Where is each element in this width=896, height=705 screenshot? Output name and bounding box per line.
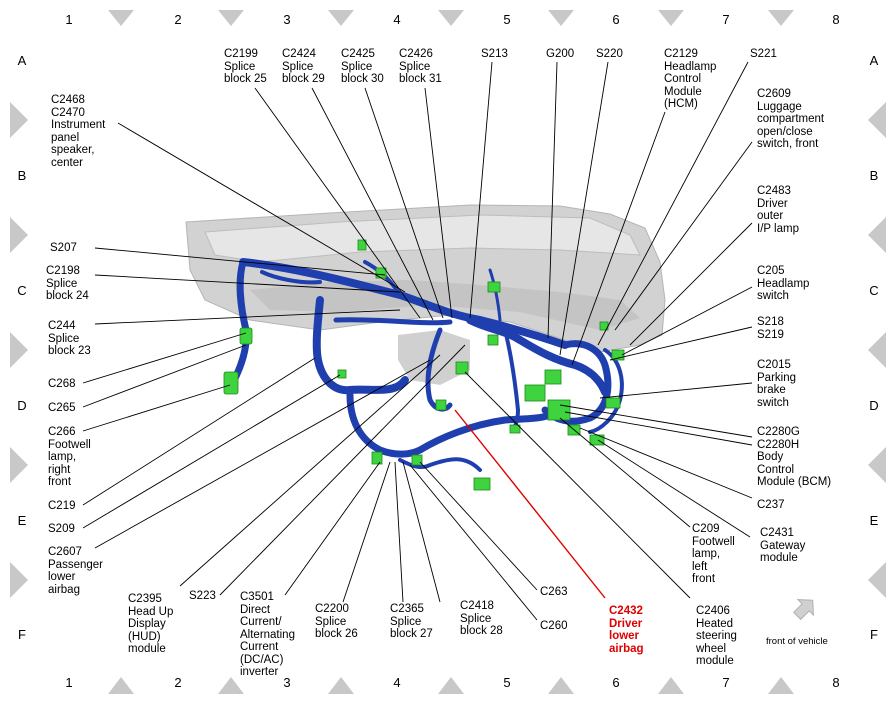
label-c244: C244 Splice block 23: [48, 320, 91, 357]
label-c2418: C2418 Splice block 28: [460, 600, 503, 637]
grid-col-3-top: 3: [283, 12, 291, 27]
wiring-harness: [226, 258, 624, 472]
label-c2609: C2609 Luggage compartment open/close swi…: [757, 88, 825, 150]
label-c260: C260: [540, 620, 568, 632]
label-c2431: C2431 Gateway module: [760, 527, 806, 564]
leader-lines: [82, 61, 753, 621]
grid-row-b-left: B: [17, 168, 27, 183]
grid-col-1-top: 1: [65, 12, 73, 27]
front-of-vehicle-label: front of vehicle: [766, 636, 828, 647]
label-s213: S213: [481, 48, 508, 60]
grid-row-b-right: B: [869, 168, 879, 183]
label-s209: S209: [48, 523, 75, 535]
grid-row-f-right: F: [870, 627, 878, 642]
grid-row-d-left: D: [17, 398, 27, 413]
label-c2425: C2425 Splice block 30: [341, 48, 384, 85]
label-c2424: C2424 Splice block 29: [282, 48, 325, 85]
label-c263: C263: [540, 586, 568, 598]
label-g200: G200: [546, 48, 575, 60]
label-s223: S223: [189, 590, 216, 602]
grid-col-3-bottom: 3: [283, 675, 291, 690]
label-c2198: C2198 Splice block 24: [46, 265, 89, 302]
grid-col-5-top: 5: [503, 12, 511, 27]
grid-row-c-left: C: [17, 283, 27, 298]
grid-col-7-top: 7: [722, 12, 730, 27]
grid-col-2-bottom: 2: [174, 675, 182, 690]
grid-col-4-bottom: 4: [393, 675, 401, 690]
label-c2129: C2129 Headlamp Control Module (HCM): [664, 48, 717, 110]
label-c219: C219: [48, 500, 76, 512]
grid-row-f-left: F: [18, 627, 26, 642]
grid-row-e-left: E: [17, 513, 27, 528]
grid-col-4-top: 4: [393, 12, 401, 27]
label-c266: C266 Footwell lamp, right front: [48, 426, 91, 488]
label-c2607: C2607 Passenger lower airbag: [48, 546, 103, 596]
label-c2015: C2015 Parking brake switch: [757, 359, 796, 409]
grid-col-8-bottom: 8: [832, 675, 840, 690]
label-c2406: C2406 Heated steering wheel module: [696, 605, 737, 667]
grid-col-8-top: 8: [832, 12, 840, 27]
grid-markers: [10, 10, 886, 694]
label-c2199: C2199 Splice block 25: [224, 48, 267, 85]
grid-col-6-bottom: 6: [612, 675, 620, 690]
grid-row-c-right: C: [869, 283, 879, 298]
label-c209: C209 Footwell lamp, left front: [692, 523, 735, 585]
label-c2426: C2426 Splice block 31: [399, 48, 442, 85]
grid-col-7-bottom: 7: [722, 675, 730, 690]
front-of-vehicle-arrow: [792, 599, 814, 621]
label-c237: C237: [757, 499, 785, 511]
label-s207: S207: [50, 242, 77, 254]
label-c2200: C2200 Splice block 26: [315, 603, 358, 640]
label-c2280: C2280G C2280H Body Control Module (BCM): [757, 426, 832, 488]
grid-row-e-right: E: [869, 513, 879, 528]
grid-col-5-bottom: 5: [503, 675, 511, 690]
label-s218-s219: S218 S219: [757, 316, 784, 341]
grid-row-a-right: A: [869, 53, 879, 68]
grid-col-1-bottom: 1: [65, 675, 73, 690]
instrument-panel-shape: [185, 204, 666, 385]
grid-col-2-top: 2: [174, 12, 182, 27]
label-s221: S221: [750, 48, 777, 60]
label-c2432-highlighted: C2432 Driver lower airbag: [609, 605, 644, 655]
grid-col-6-top: 6: [612, 12, 620, 27]
label-c2395: C2395 Head Up Display (HUD) module: [128, 593, 174, 655]
label-c265: C265: [48, 402, 76, 414]
label-c2483: C2483 Driver outer I/P lamp: [757, 185, 799, 235]
grid-row-d-right: D: [869, 398, 879, 413]
grid-row-a-left: A: [17, 53, 27, 68]
label-s220: S220: [596, 48, 623, 60]
label-c205: C205 Headlamp switch: [757, 265, 810, 302]
label-c2365: C2365 Splice block 27: [390, 603, 433, 640]
label-c268: C268: [48, 378, 76, 390]
label-c3501: C3501 Direct Current/ Alternating Curren…: [240, 591, 295, 678]
driver-lower-airbag-leader: [454, 409, 606, 599]
label-c2468: C2468 C2470 Instrument panel speaker, ce…: [51, 94, 106, 169]
